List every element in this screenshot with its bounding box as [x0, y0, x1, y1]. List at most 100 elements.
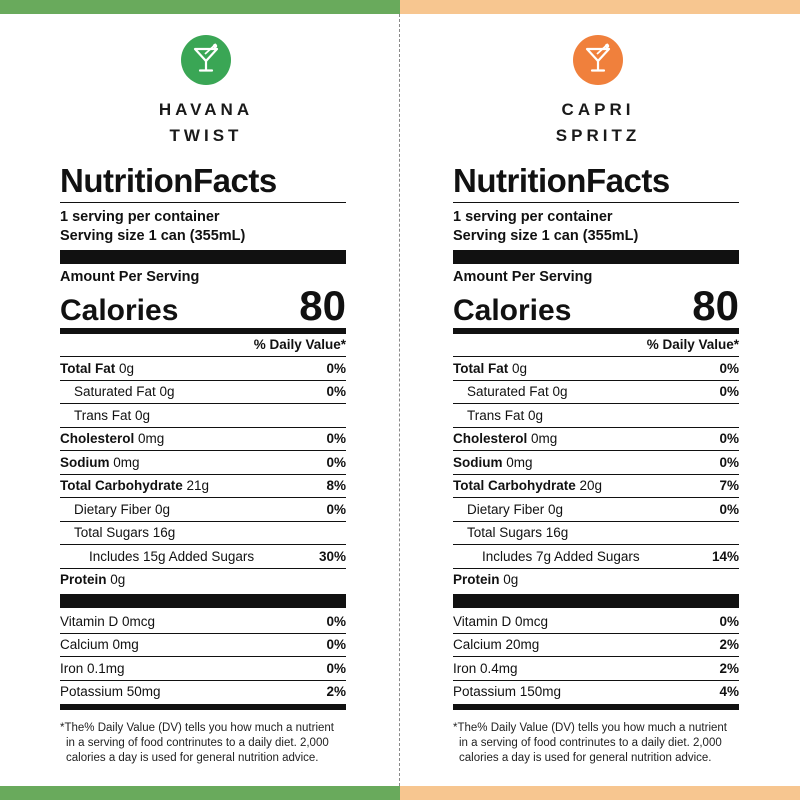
dashed-divider [399, 14, 400, 786]
footnote-line: *The% Daily Value (DV) tells you how muc… [453, 722, 727, 734]
nutrient-row-sodium: Sodium 0mg 0% [453, 451, 739, 475]
vitamin-name: Calcium 20mg [453, 637, 540, 653]
nutrient-name: Cholesterol [453, 431, 528, 447]
vitamin-name: Iron 0.1mg [60, 660, 125, 676]
nutrient-row-added-sugars: Includes 15g Added Sugars 30% [60, 545, 346, 569]
bottom-color-band [0, 786, 400, 800]
brand-line-2: TWIST [169, 126, 243, 145]
nutrient-dv: 0% [719, 431, 739, 447]
nutrient-row-sodium: Sodium 0mg 0% [60, 451, 346, 475]
nutrient-row-total-sugars: Total Sugars 16g [60, 522, 346, 545]
nutrient-row-total-carbohydrate: Total Carbohydrate 20g 7% [453, 475, 739, 498]
nutrient-row-cholesterol: Cholesterol 0mg 0% [60, 428, 346, 451]
nutrient-amount: 0g [119, 360, 135, 376]
vitamin-dv: 0% [719, 613, 739, 629]
brand-line-1: CAPRI [561, 100, 635, 119]
panel-havana-twist: HAVANA TWIST NutritionFacts 1 serving pe… [0, 0, 400, 800]
top-color-band [0, 0, 400, 14]
nutrient-name: Trans Fat 0g [467, 407, 544, 423]
vitamin-name: Calcium 0mg [60, 637, 139, 653]
calories-row: Calories 80 [60, 284, 346, 334]
vitamin-row: Iron 0.1mg 0% [60, 657, 346, 681]
nutrient-row-total-fat: Total Fat 0g 0% [453, 357, 739, 381]
logo-badge [573, 35, 623, 85]
vitamin-name: Vitamin D 0mcg [60, 613, 156, 629]
nutrient-dv: 0% [719, 384, 739, 400]
nutrient-name: Total Carbohydrate [453, 478, 576, 494]
brand-name: HAVANA TWIST [136, 97, 276, 149]
daily-value-header: % Daily Value* [60, 334, 346, 357]
nutrient-row-saturated-fat: Saturated Fat 0g 0% [60, 381, 346, 404]
nutrient-name: Includes 15g Added Sugars [89, 548, 255, 564]
vitamin-dv: 4% [719, 684, 739, 700]
calories-label: Calories [60, 294, 179, 327]
nutrient-dv: 0% [326, 454, 346, 470]
footnote-line: in a serving of food contrinutes to a da… [459, 737, 722, 749]
servings-per-container: 1 serving per container [453, 209, 613, 225]
nutrient-row-dietary-fiber: Dietary Fiber 0g 0% [453, 498, 739, 522]
amount-per-serving: Amount Per Serving [60, 269, 200, 285]
nutrient-amount: 0mg [506, 454, 533, 470]
nutrient-row-dietary-fiber: Dietary Fiber 0g 0% [60, 498, 346, 522]
nutrient-name: Sodium [453, 454, 503, 470]
nutrient-amount: 20g [579, 478, 603, 494]
nutrient-amount: 0mg [113, 454, 140, 470]
brand-line-2: SPRITZ [555, 126, 641, 145]
nutrient-row-protein: Protein 0g [60, 569, 346, 592]
vitamin-dv: 2% [326, 684, 346, 700]
nutrient-dv: 0% [719, 454, 739, 470]
nutrient-amount: 0mg [531, 431, 558, 447]
vitamin-row: Vitamin D 0mcg 0% [453, 610, 739, 634]
nutrient-dv: 0% [326, 384, 346, 400]
nutrient-amount: 0g [512, 360, 528, 376]
top-color-band [400, 0, 800, 14]
footnote-line: calories a day is used for general nutri… [66, 752, 319, 764]
nutrient-name: Trans Fat 0g [74, 407, 151, 423]
nutrient-name: Total Sugars 16g [74, 525, 176, 541]
nutrient-name: Saturated Fat 0g [467, 384, 568, 400]
servings-per-container: 1 serving per container [60, 209, 220, 225]
vitamin-row: Vitamin D 0mcg 0% [60, 610, 346, 634]
vitamin-dv: 0% [326, 637, 346, 653]
nutrient-row-trans-fat: Trans Fat 0g [60, 404, 346, 428]
nutrient-name: Dietary Fiber 0g [74, 501, 171, 517]
nutrient-dv: 30% [318, 548, 346, 564]
nutrient-dv: 0% [326, 360, 346, 376]
vitamin-row: Iron 0.4mg 2% [453, 657, 739, 681]
label-title: NutritionFacts [60, 162, 346, 203]
calories-row: Calories 80 [453, 282, 739, 334]
vitamin-row: Calcium 20mg 2% [453, 634, 739, 657]
nutrition-label: NutritionFacts 1 serving per container S… [453, 162, 739, 766]
thick-rule [60, 250, 346, 264]
vitamin-name: Vitamin D 0mcg [453, 613, 549, 629]
footnote-line: calories a day is used for general nutri… [459, 752, 712, 764]
calories-value: 80 [692, 282, 739, 329]
nutrition-label: NutritionFacts 1 serving per container S… [60, 162, 346, 766]
nutrient-row-cholesterol: Cholesterol 0mg 0% [453, 428, 739, 451]
serving-size: Serving size 1 can (355mL) [453, 228, 639, 244]
nutrient-row-saturated-fat: Saturated Fat 0g 0% [453, 381, 739, 404]
nutrient-dv: 0% [326, 431, 346, 447]
amount-per-serving: Amount Per Serving [453, 269, 593, 285]
nutrient-amount: 0g [110, 572, 126, 588]
nutrient-amount: 0mg [138, 431, 165, 447]
nutrient-row-trans-fat: Trans Fat 0g [453, 404, 739, 428]
nutrient-row-added-sugars: Includes 7g Added Sugars 14% [453, 545, 739, 569]
logo-badge [181, 35, 231, 85]
thick-rule [60, 704, 346, 710]
nutrient-dv: 14% [711, 548, 739, 564]
nutrient-row-total-fat: Total Fat 0g 0% [60, 357, 346, 381]
nutrient-name: Total Sugars 16g [467, 525, 569, 541]
footnote: *The% Daily Value (DV) tells you how muc… [453, 721, 739, 766]
nutrient-name: Cholesterol [60, 431, 135, 447]
vitamin-dv: 2% [719, 637, 739, 653]
nutrient-amount: 21g [186, 478, 210, 494]
nutrient-name: Saturated Fat 0g [74, 384, 175, 400]
nutrient-row-total-sugars: Total Sugars 16g [453, 522, 739, 545]
vitamin-row: Potassium 50mg 2% [60, 681, 346, 704]
nutrient-name: Includes 7g Added Sugars [482, 548, 640, 564]
nutrient-dv: 7% [719, 478, 739, 494]
nutrient-dv: 0% [719, 501, 739, 517]
footnote-line: in a serving of food contrinutes to a da… [66, 737, 329, 749]
vitamin-row: Potassium 150mg 4% [453, 681, 739, 704]
